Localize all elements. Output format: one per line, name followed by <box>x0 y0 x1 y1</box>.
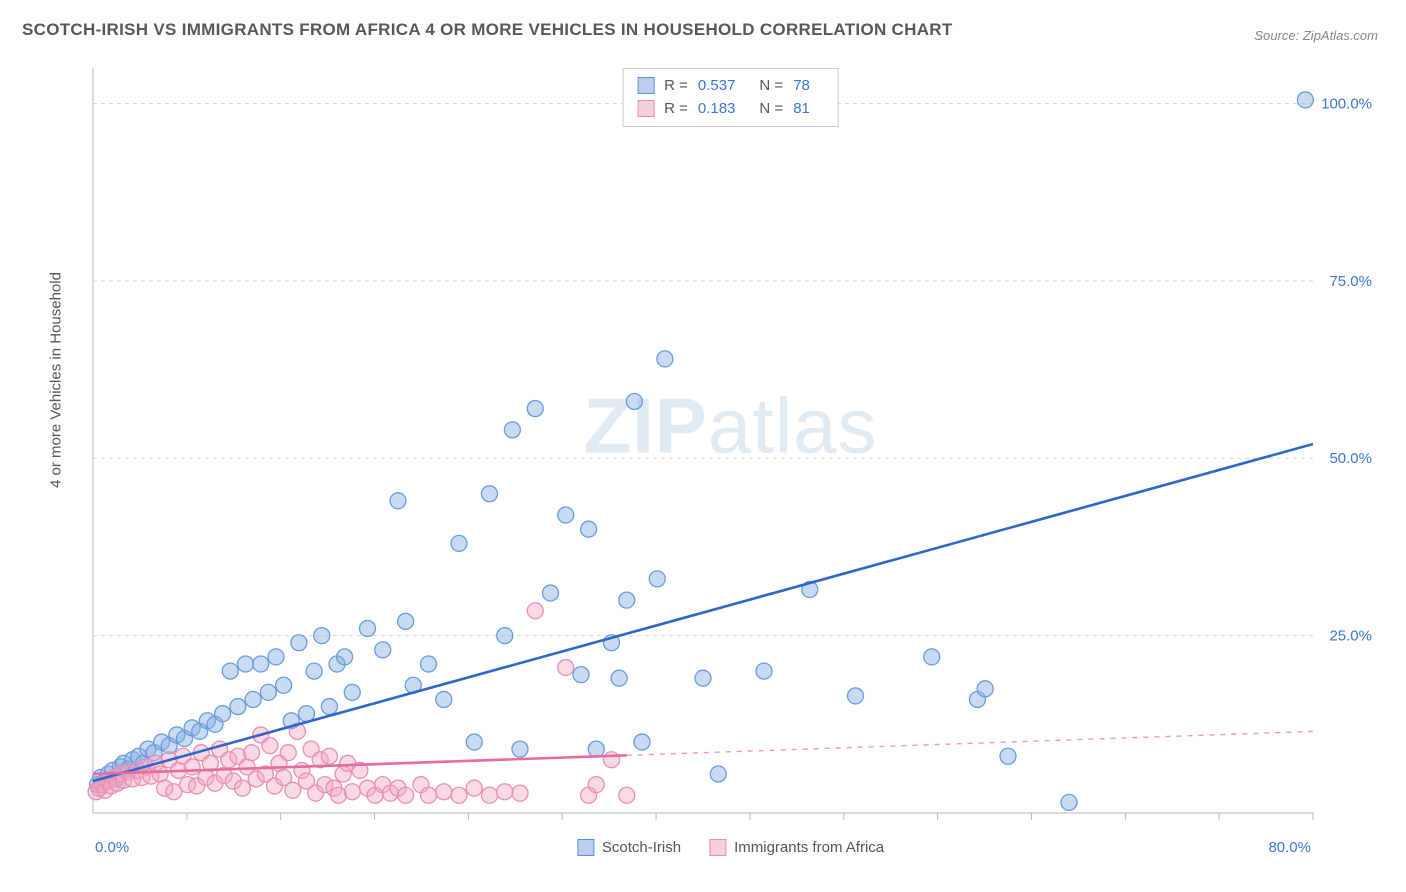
svg-text:25.0%: 25.0% <box>1329 628 1372 645</box>
r-label: R = <box>664 74 688 97</box>
svg-text:0.0%: 0.0% <box>95 839 129 856</box>
legend-row: R = 0.537 N = 78 <box>637 74 824 97</box>
source-label: Source: <box>1254 28 1299 43</box>
swatch-icon <box>577 839 594 856</box>
svg-text:80.0%: 80.0% <box>1268 839 1311 856</box>
n-label: N = <box>759 97 783 120</box>
chart-container: 4 or more Vehicles in Household R = 0.53… <box>48 58 1378 858</box>
source-attribution: Source: ZipAtlas.com <box>1254 28 1378 43</box>
r-label: R = <box>664 97 688 120</box>
swatch-icon <box>709 839 726 856</box>
series-legend: Scotch-Irish Immigrants from Africa <box>577 839 884 856</box>
chart-title: SCOTCH-IRISH VS IMMIGRANTS FROM AFRICA 4… <box>22 20 953 40</box>
n-value: 81 <box>793 97 810 120</box>
y-axis-label: 4 or more Vehicles in Household <box>48 272 65 488</box>
source-value: ZipAtlas.com <box>1303 28 1378 43</box>
svg-text:75.0%: 75.0% <box>1329 273 1372 290</box>
legend-item: Scotch-Irish <box>577 839 681 856</box>
swatch-icon <box>637 77 654 94</box>
svg-text:50.0%: 50.0% <box>1329 450 1372 467</box>
n-label: N = <box>759 74 783 97</box>
r-value: 0.183 <box>698 97 736 120</box>
legend-item: Immigrants from Africa <box>709 839 884 856</box>
legend-label: Immigrants from Africa <box>734 839 884 856</box>
correlation-legend: R = 0.537 N = 78 R = 0.183 N = 81 <box>622 68 839 127</box>
scatter-plot-svg: 25.0% 50.0% 75.0% 100.0% 0.0% 80.0% <box>83 58 1378 858</box>
n-value: 78 <box>793 74 810 97</box>
legend-label: Scotch-Irish <box>602 839 681 856</box>
r-value: 0.537 <box>698 74 736 97</box>
svg-text:100.0%: 100.0% <box>1321 95 1372 112</box>
plot-area: R = 0.537 N = 78 R = 0.183 N = 81 ZIPatl… <box>83 58 1378 858</box>
legend-row: R = 0.183 N = 81 <box>637 97 824 120</box>
swatch-icon <box>637 100 654 117</box>
